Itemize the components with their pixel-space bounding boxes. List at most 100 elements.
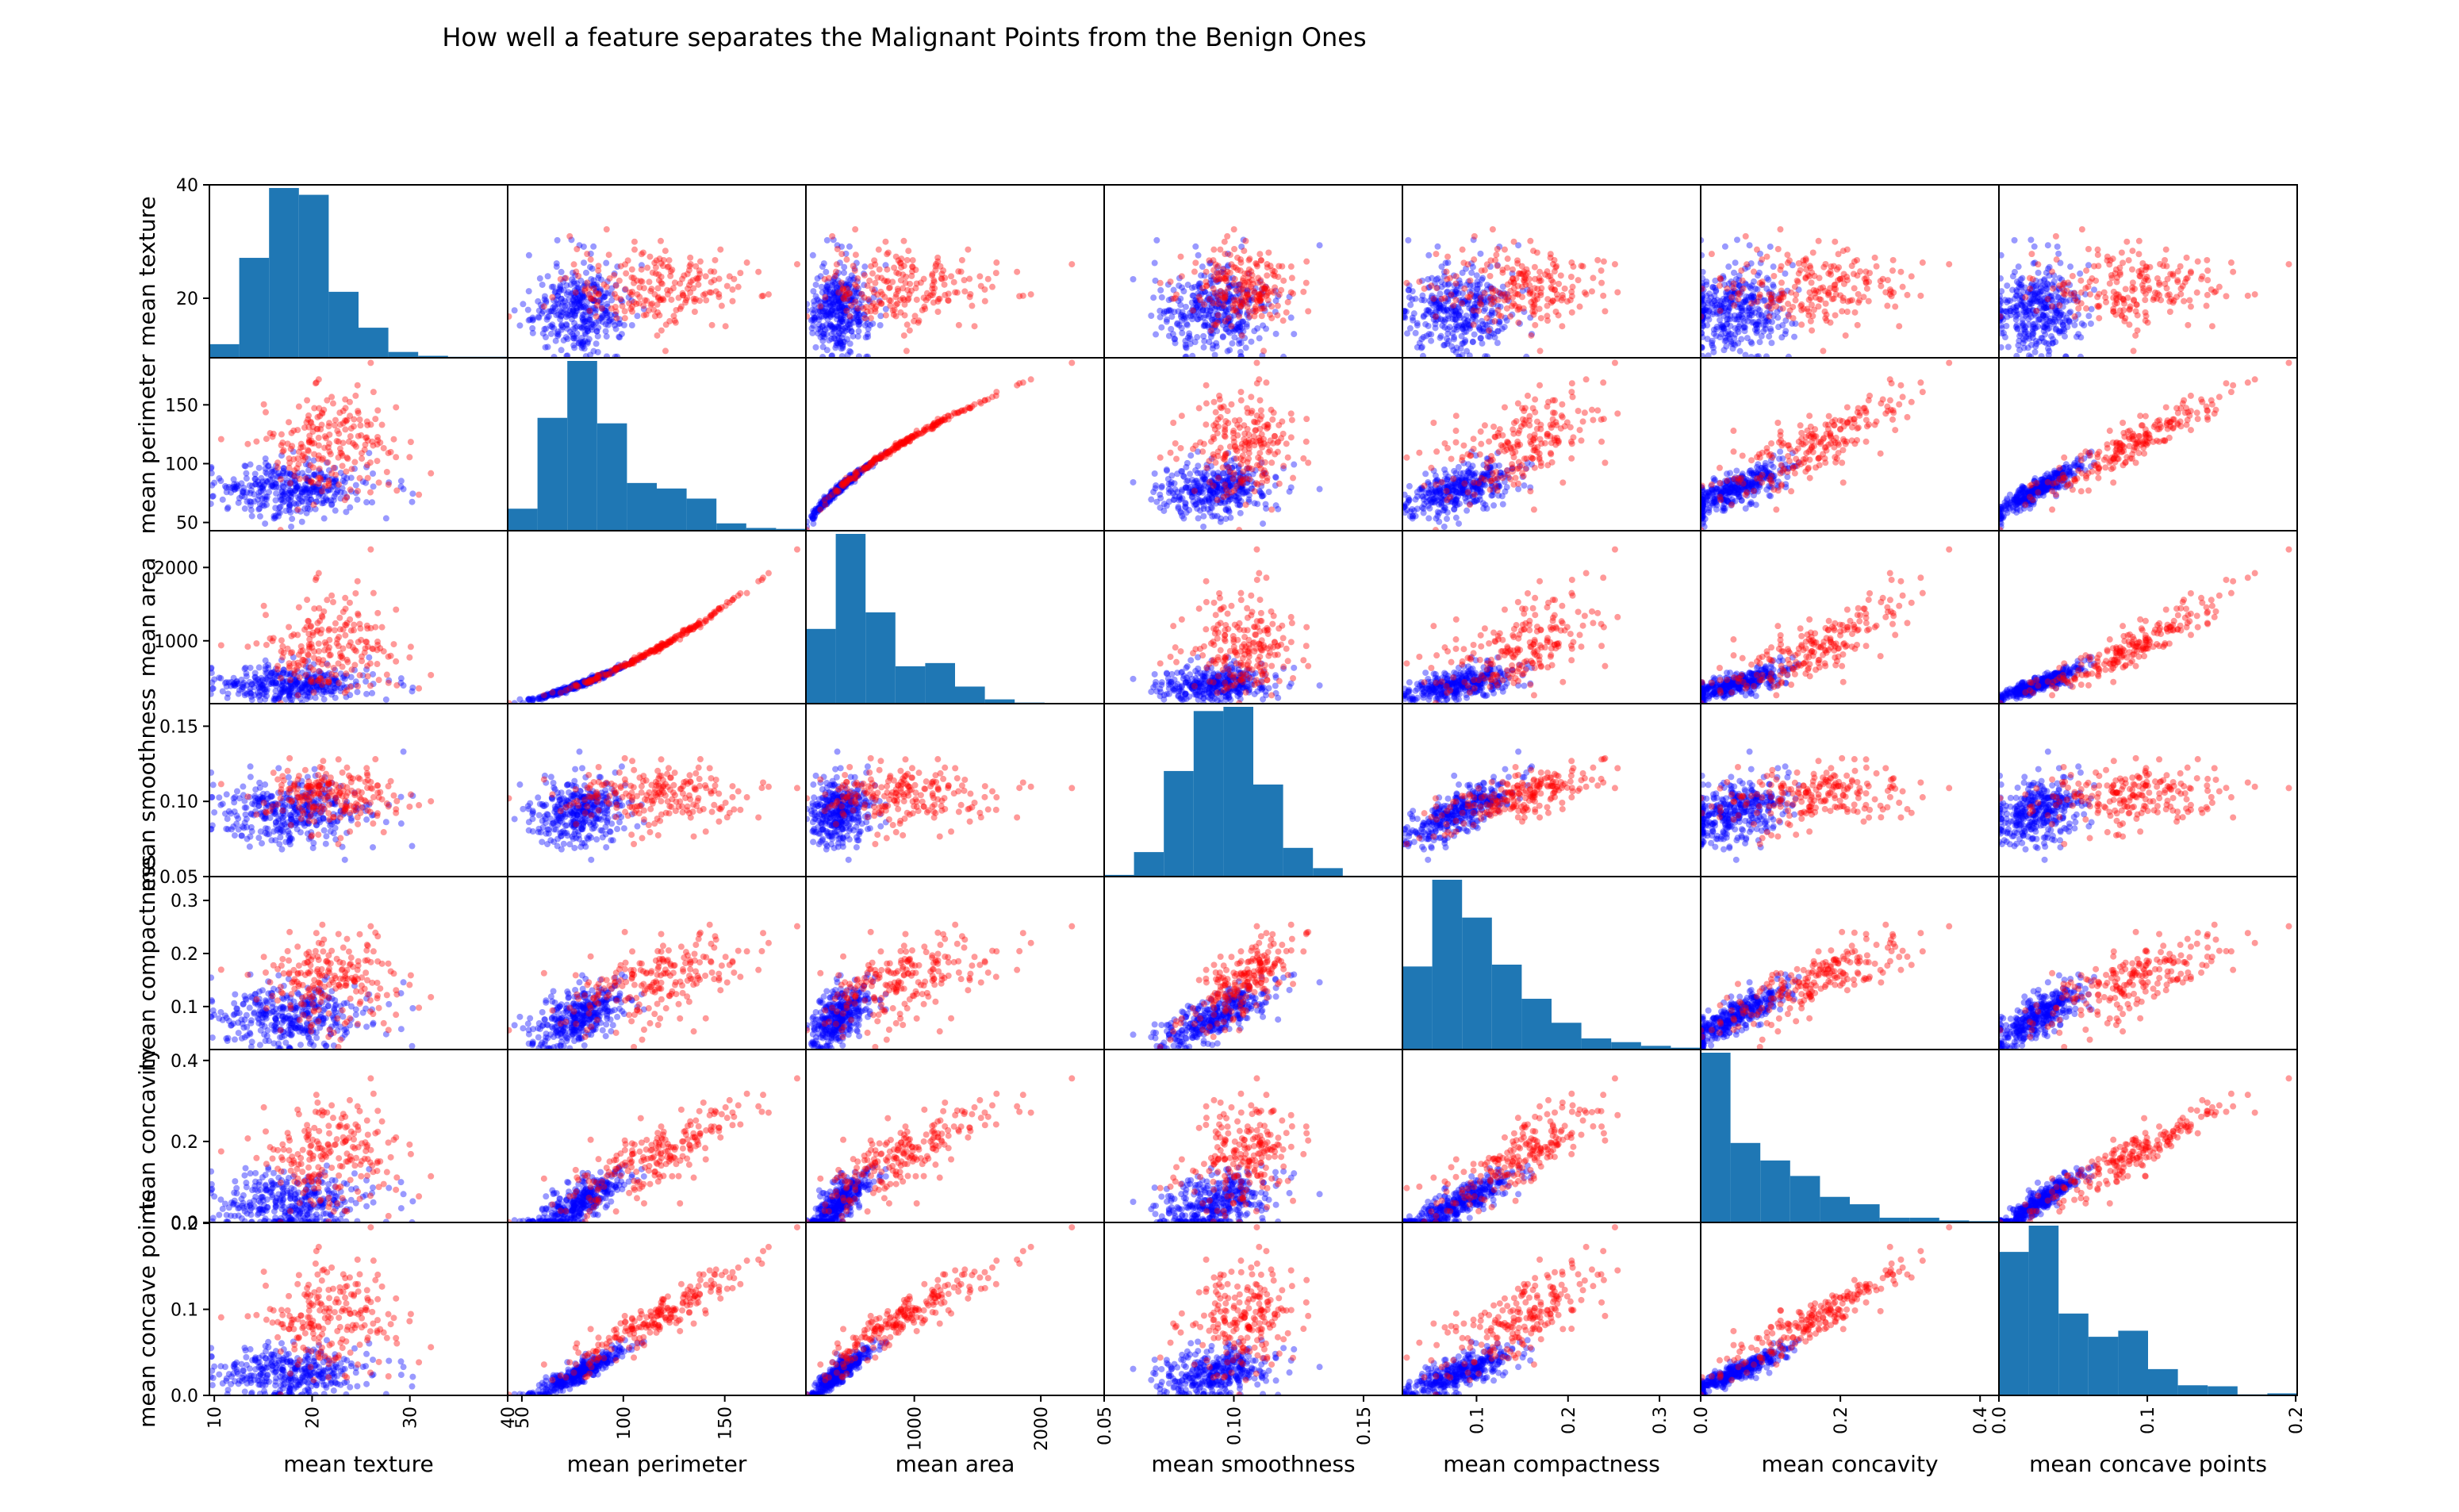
scatter-point — [397, 483, 405, 490]
scatter-point — [1510, 238, 1517, 245]
scatter-point — [382, 515, 389, 522]
scatter-point — [1521, 274, 1528, 281]
scatter-point — [906, 438, 913, 445]
scatter-point — [1432, 324, 1439, 332]
scatter-point — [563, 282, 570, 289]
scatter-point — [2072, 316, 2079, 323]
scatter-point — [838, 481, 846, 488]
scatter-point — [1402, 313, 1408, 320]
scatter-point — [1233, 308, 1240, 315]
scatter-point — [304, 474, 311, 481]
scatter-point — [1480, 299, 1487, 306]
scatter-point — [1750, 268, 1757, 275]
scatter-point — [1272, 272, 1279, 279]
scatter-point — [1216, 275, 1223, 282]
scatter-point — [1253, 259, 1260, 267]
scatter-point — [1230, 263, 1237, 271]
scatter-point — [1200, 523, 1207, 530]
scatter-point — [1243, 323, 1250, 330]
scatter-point — [657, 297, 664, 304]
scatter-point — [278, 492, 286, 499]
scatter-point — [984, 396, 992, 403]
scatter-point — [1460, 296, 1467, 303]
scatter-point — [850, 276, 857, 283]
scatter-point — [835, 487, 842, 494]
scatter-point — [880, 277, 888, 284]
scatter-point — [1503, 264, 1510, 271]
scatter-point — [1471, 331, 1478, 338]
scatter-point — [612, 353, 619, 358]
scatter-point — [2116, 264, 2123, 271]
scatter-point — [2042, 331, 2049, 338]
scatter-point — [300, 485, 307, 493]
scatter-point — [838, 322, 845, 329]
scatter-point — [1302, 279, 1310, 286]
scatter-point — [1280, 353, 1287, 358]
scatter-point — [1480, 307, 1487, 314]
scatter-point — [1778, 279, 1785, 286]
scatter-point — [1426, 309, 1433, 316]
scatter-point — [390, 436, 397, 443]
scatter-point — [1720, 307, 1727, 314]
scatter-point — [1732, 324, 1739, 332]
scatter-point — [1786, 307, 1793, 314]
scatter-point — [1999, 288, 2005, 295]
scatter-point — [887, 302, 894, 309]
scatter-point — [822, 501, 829, 508]
scatter-point — [824, 495, 831, 502]
scatter-point — [249, 482, 256, 489]
scatter-point — [269, 482, 276, 489]
scatter-point — [577, 294, 584, 301]
scatter-point — [1237, 303, 1245, 310]
scatter-point — [1459, 340, 1466, 347]
scatter-point — [320, 497, 327, 505]
scatter-point — [823, 311, 831, 318]
scatter-point — [841, 263, 848, 271]
scatter-point — [604, 321, 612, 328]
scatter-point — [2143, 263, 2150, 271]
scatter-point — [2081, 290, 2089, 297]
scatter-point — [1483, 315, 1490, 322]
scatter-point — [668, 296, 675, 303]
scatter-point — [840, 481, 847, 488]
scatter-point — [1210, 246, 1218, 253]
scatter-point — [878, 301, 885, 308]
scatter-point — [251, 470, 259, 478]
scatter-point — [2038, 301, 2045, 308]
scatter-point — [905, 295, 912, 302]
scatter-point — [1746, 311, 1753, 318]
scatter-point — [1236, 340, 1243, 347]
scatter-point — [1701, 305, 1707, 313]
scatter-point — [862, 334, 869, 341]
scatter-point — [829, 311, 836, 318]
scatter-point — [1209, 330, 1216, 337]
scatter-point — [1458, 332, 1465, 340]
scatter-point — [1701, 294, 1705, 301]
scatter-point — [1210, 276, 1217, 283]
scatter-point — [2177, 263, 2184, 270]
scatter-point — [561, 297, 568, 305]
scatter-point — [272, 462, 279, 470]
scatter-point — [374, 407, 382, 414]
scatter-point — [823, 498, 831, 505]
scatter-point — [286, 507, 293, 514]
scatter-point — [566, 232, 574, 240]
scatter-point — [1851, 285, 1858, 292]
scatter-point — [290, 472, 297, 479]
scatter-point — [828, 493, 835, 500]
scatter-point — [286, 487, 293, 494]
scatter-point — [840, 269, 847, 276]
scatter-point — [2020, 340, 2027, 347]
scatter-point — [852, 297, 859, 304]
scatter-point — [2035, 261, 2042, 268]
scatter-point — [840, 482, 847, 489]
scatter-point — [878, 300, 885, 307]
scatter-point — [2073, 333, 2080, 340]
scatter-point — [907, 280, 914, 287]
scatter-point — [1719, 325, 1726, 332]
scatter-point — [842, 478, 849, 485]
scatter-point — [907, 287, 915, 294]
scatter-point — [1830, 295, 1837, 302]
scatter-point — [850, 319, 857, 326]
scatter-point — [838, 243, 846, 250]
